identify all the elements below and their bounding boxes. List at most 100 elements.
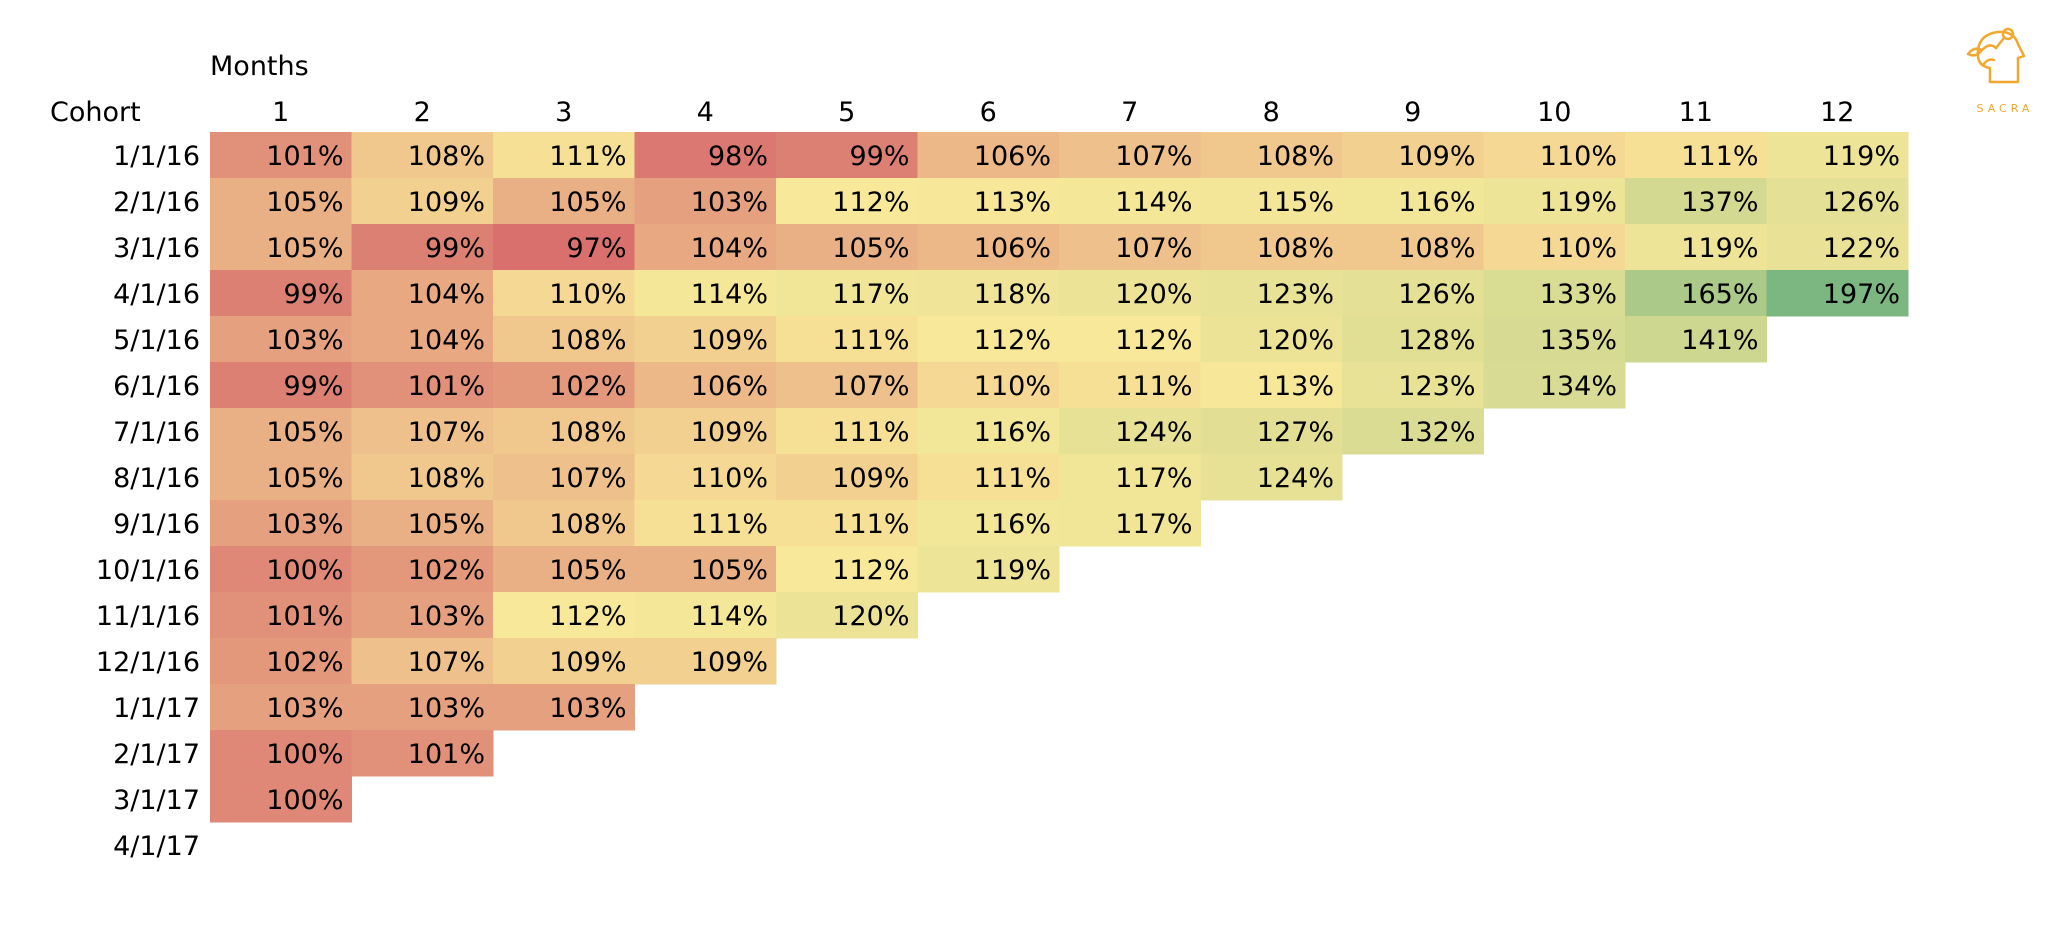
heatmap-cell	[210, 270, 352, 317]
heatmap-cell	[776, 270, 918, 317]
column-header: 5	[838, 97, 855, 128]
heatmap-cell	[917, 178, 1060, 225]
sacra-logo: SACRA	[1960, 20, 2050, 130]
heatmap-cell	[1200, 224, 1343, 271]
row-label: 8/1/16	[113, 463, 200, 494]
column-header: 3	[555, 97, 572, 128]
cell-value: 109%	[691, 325, 768, 356]
cell-value: 112%	[549, 601, 626, 632]
cell-value: 103%	[691, 187, 768, 218]
heatmap-cell	[776, 224, 918, 271]
heatmap-cell	[493, 178, 635, 225]
heatmap-cell	[776, 408, 918, 455]
cell-value: 116%	[974, 417, 1051, 448]
cell-value: 100%	[266, 739, 343, 770]
heatmap-cell	[210, 362, 352, 409]
heatmap-cell	[1483, 132, 1626, 179]
heatmap-cell	[1200, 316, 1343, 363]
cell-value: 107%	[1115, 141, 1192, 172]
cell-value: 110%	[691, 463, 768, 494]
row-label: 9/1/16	[113, 509, 200, 540]
heatmap-cell	[917, 546, 1060, 593]
heatmap-cell	[493, 500, 635, 547]
heatmap-cell	[210, 408, 352, 455]
cell-value: 101%	[266, 601, 343, 632]
heatmap-cell	[1766, 132, 1909, 179]
cell-value: 113%	[1257, 371, 1334, 402]
heatmap-cell	[210, 638, 352, 685]
heatmap-cell	[493, 638, 635, 685]
cell-value: 112%	[1115, 325, 1192, 356]
cell-value: 116%	[1398, 187, 1475, 218]
cell-value: 114%	[1115, 187, 1192, 218]
row-label: 2/1/17	[113, 739, 200, 770]
heatmap-cell	[917, 408, 1060, 455]
heatmap-cell	[776, 500, 918, 547]
cell-value: 126%	[1823, 187, 1900, 218]
heatmap-cell	[210, 132, 352, 179]
cell-value: 108%	[1398, 233, 1475, 264]
heatmap-cell	[634, 408, 777, 455]
cell-value: 108%	[1257, 233, 1334, 264]
row-label: 12/1/16	[96, 647, 200, 678]
cell-value: 108%	[408, 463, 485, 494]
heatmap-cell	[634, 546, 777, 593]
cell-value: 111%	[1115, 371, 1192, 402]
heatmap-cell	[210, 316, 352, 363]
heatmap-cell	[493, 408, 635, 455]
heatmap-cell	[351, 730, 494, 777]
cell-value: 101%	[266, 141, 343, 172]
heatmap-cell	[351, 132, 494, 179]
cell-value: 117%	[1115, 463, 1192, 494]
heatmap-cell	[493, 224, 635, 271]
heatmap-cell	[351, 362, 494, 409]
heatmap-cell	[351, 546, 494, 593]
heatmap-cell	[634, 178, 777, 225]
cell-value: 106%	[974, 141, 1051, 172]
cell-value: 109%	[1398, 141, 1475, 172]
heatmap-cell	[351, 638, 494, 685]
cell-value: 111%	[832, 509, 909, 540]
cell-value: 101%	[408, 371, 485, 402]
cell-value: 111%	[691, 509, 768, 540]
cell-value: 109%	[408, 187, 485, 218]
heatmap-cell	[1625, 316, 1767, 363]
cell-value: 135%	[1540, 325, 1617, 356]
cell-value: 104%	[408, 325, 485, 356]
cell-value: 111%	[549, 141, 626, 172]
cell-value: 103%	[266, 509, 343, 540]
heatmap-cell	[776, 362, 918, 409]
brand-name: SACRA	[1976, 102, 2034, 115]
heatmap-cell	[1625, 224, 1767, 271]
cell-value: 127%	[1257, 417, 1334, 448]
heatmap-cell	[1342, 270, 1484, 317]
heatmap-cell	[1342, 132, 1484, 179]
months-header: Months	[210, 51, 309, 82]
heatmap-cell	[1342, 178, 1484, 225]
row-label: 5/1/16	[113, 325, 200, 356]
heatmap-cell	[917, 270, 1060, 317]
cell-value: 105%	[266, 463, 343, 494]
heatmap-cell	[493, 592, 635, 639]
cell-value: 197%	[1823, 279, 1900, 310]
row-label: 10/1/16	[96, 555, 200, 586]
heatmap-cell	[1200, 270, 1343, 317]
cell-value: 99%	[283, 371, 343, 402]
heatmap-cell	[776, 178, 918, 225]
cell-value: 102%	[549, 371, 626, 402]
cell-value: 100%	[266, 785, 343, 816]
cell-value: 114%	[691, 601, 768, 632]
cell-value: 110%	[974, 371, 1051, 402]
cohort-header: Cohort	[50, 97, 141, 128]
heatmap-cell	[210, 592, 352, 639]
heatmap-cell	[351, 408, 494, 455]
cell-value: 106%	[691, 371, 768, 402]
heatmap-cell	[1200, 362, 1343, 409]
cell-value: 102%	[408, 555, 485, 586]
heatmap-cell	[1483, 270, 1626, 317]
cell-value: 105%	[266, 233, 343, 264]
cell-value: 99%	[283, 279, 343, 310]
heatmap-cell	[634, 270, 777, 317]
cell-value: 107%	[832, 371, 909, 402]
heatmap-cell	[776, 132, 918, 179]
